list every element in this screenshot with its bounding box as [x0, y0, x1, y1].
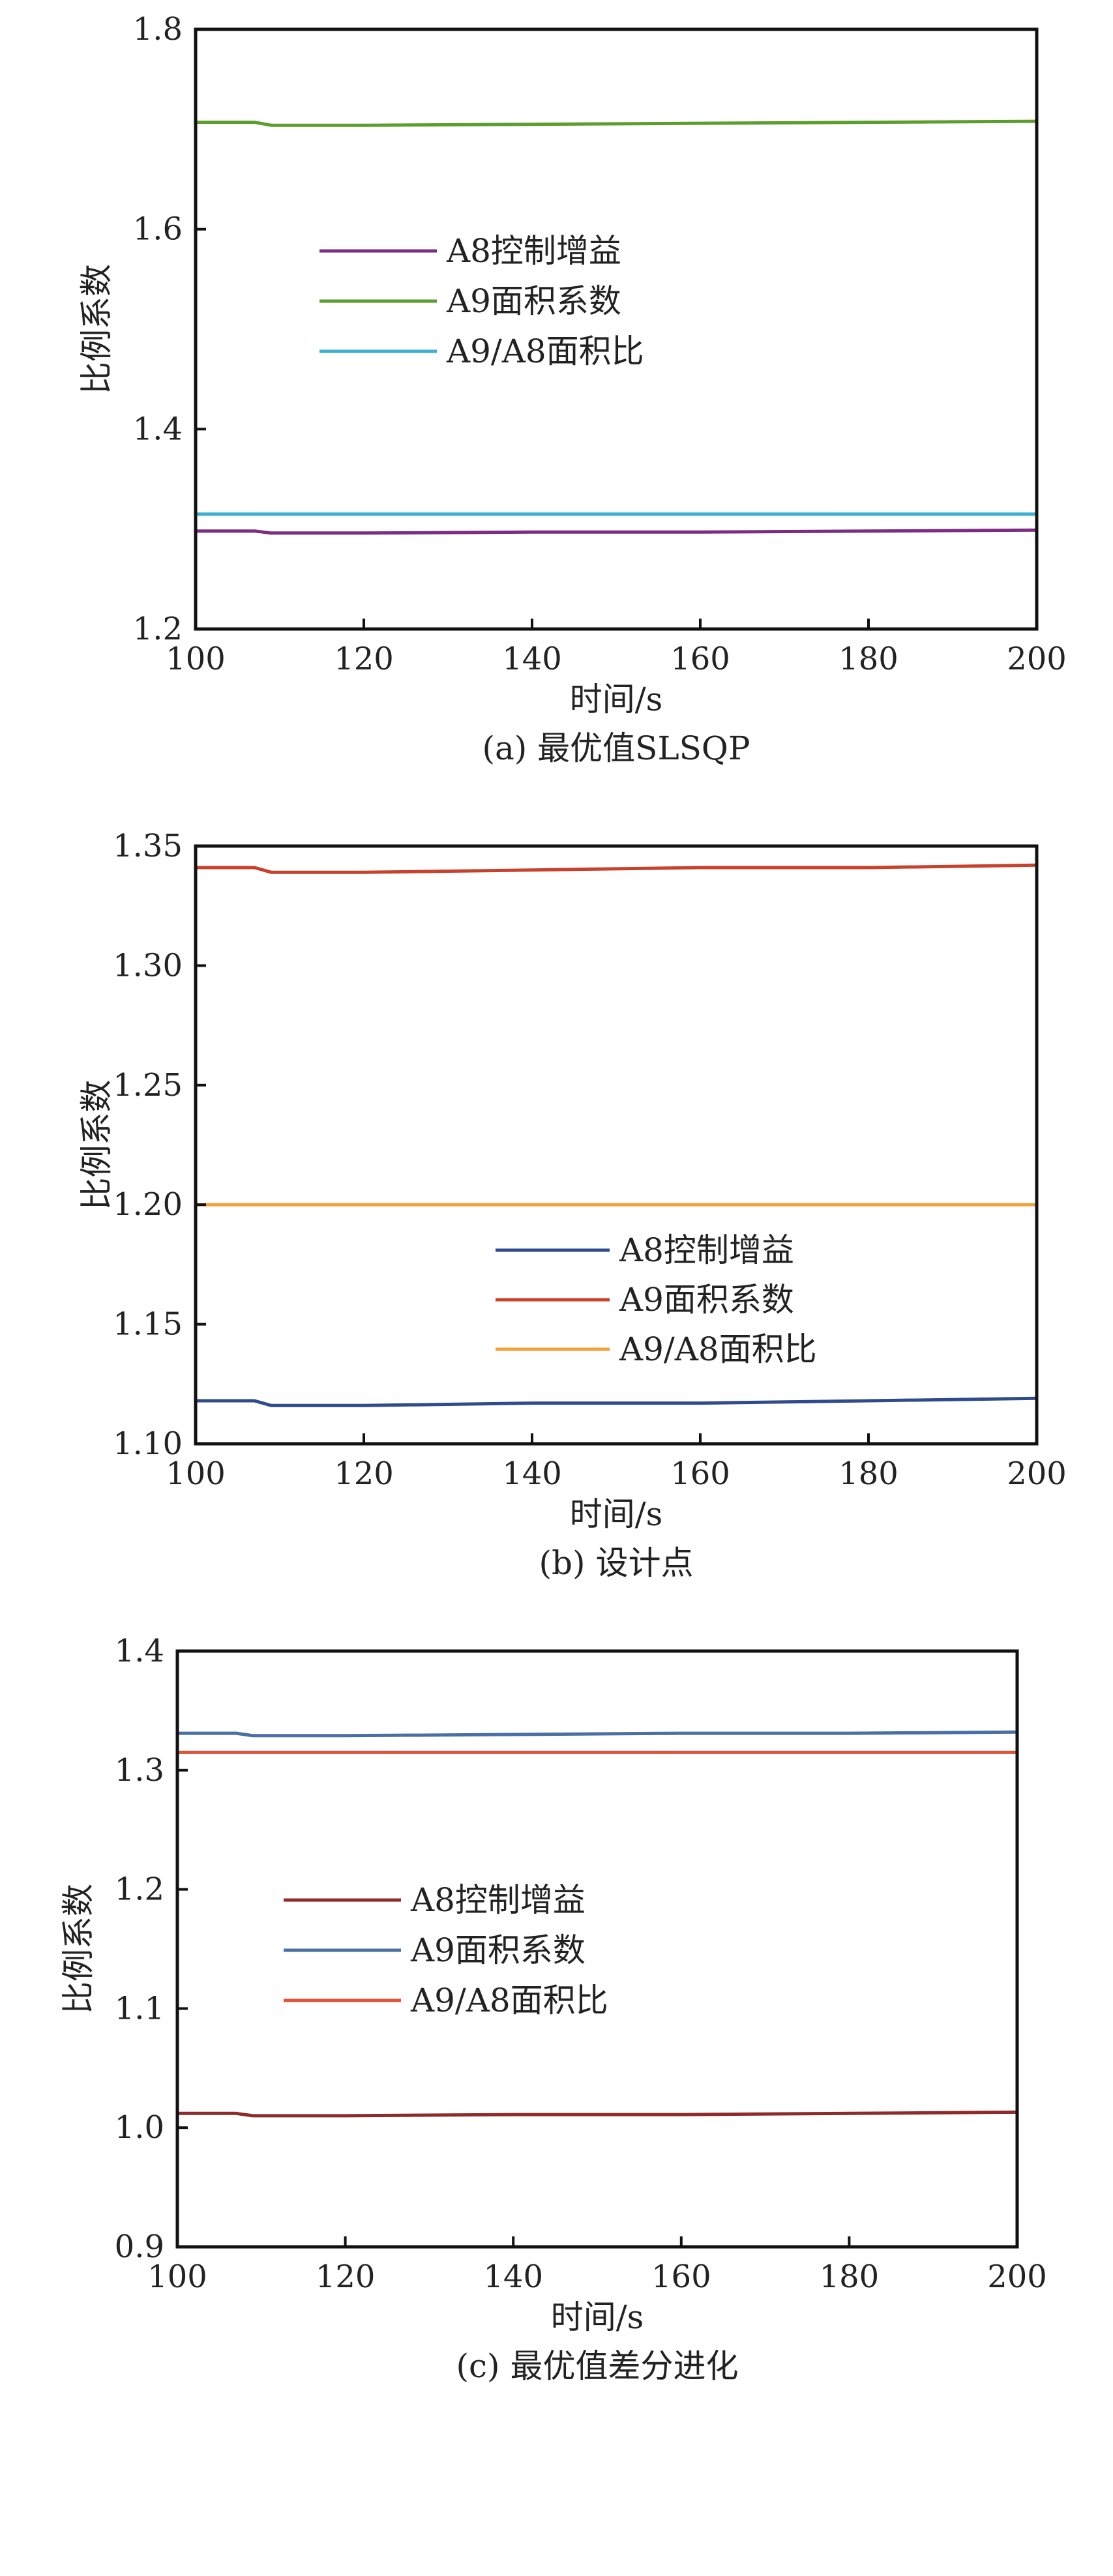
chart-3-legend-label-2: A9面积系数: [410, 1931, 586, 1969]
chart-2-y-tick-label: 1.35: [113, 828, 183, 864]
chart-1-y-axis-label: 比例系数: [78, 264, 115, 394]
chart-3-legend: A8控制增益 A9面积系数 A9/A8面积比: [284, 1881, 608, 2019]
chart-3-y-tick-label: 1.1: [115, 1990, 164, 2027]
chart-2-plot-frame: [194, 844, 1039, 1446]
chart-2-y-tick-label: 1.30: [113, 947, 183, 984]
chart-1-plot-frame: [194, 27, 1039, 631]
chart-1-y-tick-label: 1.4: [133, 411, 183, 447]
chart-2-y-tick-label: 1.15: [113, 1306, 183, 1343]
chart-1-legend-label-3: A9/A8面积比: [446, 332, 644, 370]
chart-1-x-tick-label: 120: [334, 641, 394, 677]
chart-2-x-tick-label: 140: [502, 1456, 562, 1492]
chart-2-legend-label-3: A9/A8面积比: [619, 1330, 817, 1368]
chart-3-y-tick-label: 1.4: [115, 1633, 164, 1669]
chart-3-caption: (c) 最优值差分进化: [456, 2347, 739, 2385]
chart-1-y-tick-label: 1.2: [133, 611, 183, 647]
chart-2-y-tick-label: 1.20: [113, 1186, 183, 1223]
chart-2-x-tick-label: 180: [838, 1456, 898, 1492]
chart-2-series-line-1: [196, 1396, 1037, 1407]
chart-3-series-line-2: [177, 1730, 1018, 1738]
chart-3-y-axis-label: 比例系数: [59, 1884, 97, 2014]
chart-1-x-tick-label: 140: [502, 641, 562, 677]
chart-3-legend-label-1: A8控制增益: [410, 1881, 586, 1919]
chart-3-x-tick-label: 100: [147, 2259, 207, 2295]
chart-1-x-tick-label: 200: [1007, 641, 1067, 677]
chart-3-x-tick-label: 140: [483, 2259, 543, 2295]
chart-2-x-tick-label: 120: [334, 1456, 394, 1492]
chart-2-y-tick-label: 1.25: [113, 1067, 183, 1104]
chart-2-y-axis-label: 比例系数: [78, 1080, 115, 1210]
chart-2-series-line-2: [196, 863, 1037, 874]
chart-2-x-tick-label: 200: [1007, 1456, 1067, 1492]
chart-3: 100 120 140 160 180 200 0.9 1.0 1.1 1.2 1.3 1.4 时间/s…: [59, 1633, 1047, 2385]
chart-1-y-tick-label: 1.8: [133, 11, 183, 48]
chart-3-legend-label-3: A9/A8面积比: [410, 1982, 608, 2019]
chart-3-x-tick-label: 160: [651, 2259, 711, 2295]
chart-2-y-tick-label: 1.10: [113, 1426, 183, 1462]
chart-3-y-tick-label: 1.0: [115, 2109, 164, 2146]
chart-3-x-tick-label: 200: [987, 2259, 1047, 2295]
chart-1-x-tick-label: 160: [670, 641, 730, 677]
chart-3-y-tick-label: 1.3: [115, 1752, 164, 1789]
chart-2-caption: (b) 设计点: [539, 1544, 694, 1582]
chart-1-series-line-1: [196, 528, 1037, 535]
chart-2: 100 120 140 160 180 200 1.10 1.15 1.20 1.25 1.30 1.…: [78, 828, 1067, 1582]
chart-2-x-tick-label: 100: [166, 1456, 226, 1492]
chart-1-legend-label-1: A8控制增益: [446, 232, 621, 270]
chart-1-legend-label-2: A9面积系数: [446, 282, 621, 320]
chart-2-x-tick-label: 160: [670, 1456, 730, 1492]
chart-1-y-tick-label: 1.6: [133, 211, 183, 248]
chart-3-y-tick-label: 0.9: [115, 2229, 164, 2265]
chart-1-caption: (a) 最优值SLSQP: [482, 729, 750, 767]
chart-1-x-tick-label: 100: [166, 641, 226, 677]
chart-3-y-tick-label: 1.2: [115, 1871, 164, 1908]
chart-2-legend-label-2: A9面积系数: [619, 1281, 794, 1319]
chart-3-x-tick-label: 120: [316, 2259, 376, 2295]
chart-2-legend: A8控制增益 A9面积系数 A9/A8面积比: [496, 1231, 817, 1368]
chart-2-x-axis-label: 时间/s: [570, 1495, 663, 1533]
chart-1-series-line-2: [196, 119, 1037, 127]
chart-1-x-axis-label: 时间/s: [570, 681, 663, 718]
chart-3-x-tick-label: 180: [820, 2259, 880, 2295]
chart-3-plot-frame: [175, 1649, 1019, 2249]
chart-1: 100 120 140 160 180 200 1.2 1.4 1.6 1.8 时间/s (a) 最优…: [78, 11, 1067, 767]
chart-2-legend-label-1: A8控制增益: [619, 1231, 794, 1269]
chart-3-series-line-1: [177, 2110, 1018, 2118]
chart-1-x-tick-label: 180: [838, 641, 898, 677]
chart-3-x-axis-label: 时间/s: [551, 2298, 644, 2336]
chart-1-legend: A8控制增益 A9面积系数 A9/A8面积比: [319, 232, 644, 370]
